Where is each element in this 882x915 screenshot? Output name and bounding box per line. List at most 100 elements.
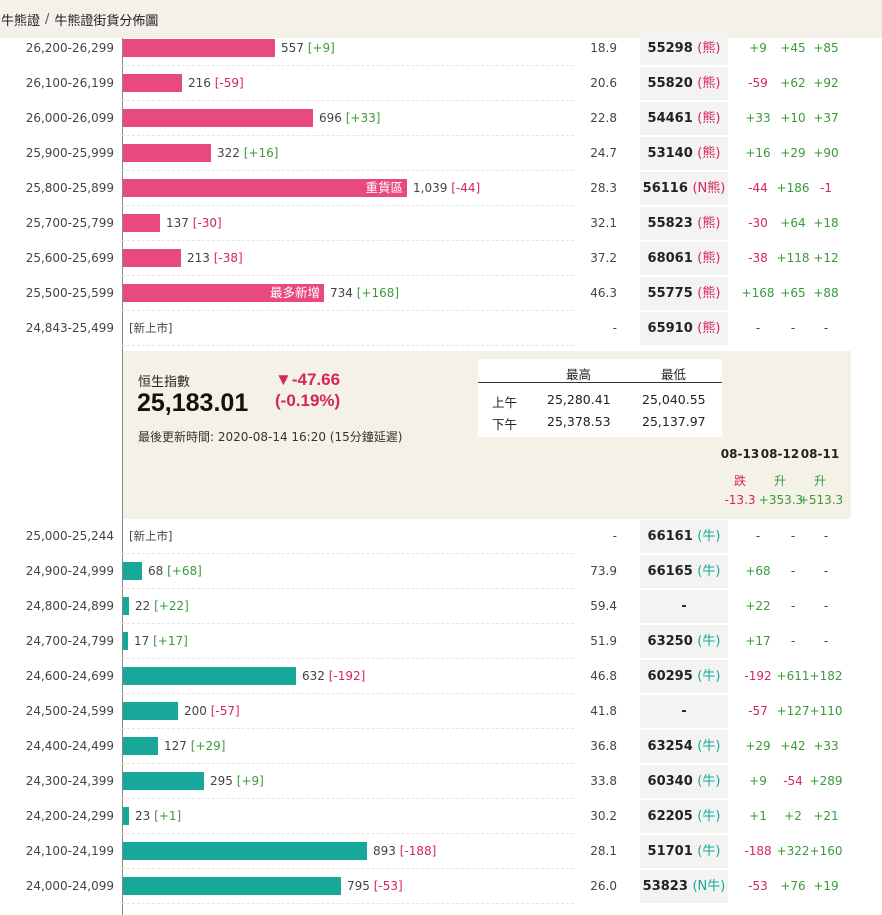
- daily-change-d2: -54: [783, 774, 803, 788]
- warrant-code[interactable]: 60340 (牛): [640, 765, 728, 798]
- index-change-pct: (-0.19%): [275, 391, 341, 410]
- quantity-bar[interactable]: [123, 877, 341, 895]
- quantity-change: [+33]: [345, 111, 381, 125]
- strike-range: 26,100-26,199: [25, 76, 114, 90]
- table-row[interactable]: 24,400-24,499 127 [+29] 36.8 63254 (牛) +29 +4…: [0, 729, 882, 764]
- warrant-code[interactable]: 63254 (牛): [640, 730, 728, 763]
- warrant-code[interactable]: 63250 (牛): [640, 625, 728, 658]
- quantity-bar[interactable]: [123, 74, 182, 92]
- daily-change-d1: -: [755, 321, 761, 335]
- breadcrumb: 牛熊證 / 牛熊證街貨分佈圖: [0, 0, 882, 38]
- daily-change-d3: +18: [813, 216, 839, 230]
- warrant-code[interactable]: -: [640, 590, 728, 623]
- quantity-bar[interactable]: [123, 214, 160, 232]
- table-row[interactable]: 26,100-26,199 216 [-59] 20.6 55820 (熊) -59 +6…: [0, 66, 882, 101]
- table-row[interactable]: 25,000-25,244 [新上市] - 66161 (牛) - - -: [0, 519, 882, 554]
- warrant-code[interactable]: 53823 (N牛): [640, 870, 728, 903]
- day-dir-3: 升: [813, 474, 826, 488]
- quantity-value: 557: [281, 41, 304, 55]
- table-row[interactable]: 24,700-24,799 17 [+17] 51.9 63250 (牛) +17 - -: [0, 624, 882, 659]
- warrant-code[interactable]: 56116 (N熊): [640, 172, 728, 205]
- table-row[interactable]: 25,700-25,799 137 [-30] 32.1 55823 (熊) -30 +6…: [0, 206, 882, 241]
- quantity-bar[interactable]: [123, 667, 296, 685]
- warrant-code[interactable]: 53140 (熊): [640, 137, 728, 170]
- table-row[interactable]: 24,100-24,199 893 [-188] 28.1 51701 (牛) -188…: [0, 834, 882, 869]
- table-row[interactable]: 24,800-24,899 22 [+22] 59.4 - +22 - -: [0, 589, 882, 624]
- table-row[interactable]: 24,200-24,299 23 [+1] 30.2 62205 (牛) +1 +2 +21: [0, 799, 882, 834]
- warrant-code[interactable]: 68061 (熊): [640, 242, 728, 275]
- strike-range: 24,700-24,799: [25, 634, 114, 648]
- quantity-bar[interactable]: [123, 109, 313, 127]
- quantity-bar[interactable]: [123, 702, 178, 720]
- quantity-bar[interactable]: [123, 842, 367, 860]
- distance-pct: 59.4: [590, 599, 617, 613]
- strike-range: 25,900-25,999: [25, 146, 114, 160]
- warrant-code[interactable]: 65910 (熊): [640, 312, 728, 345]
- quantity-change: [+22]: [154, 599, 189, 613]
- warrant-code-value: 68061: [647, 251, 693, 266]
- warrant-code[interactable]: 51701 (牛): [640, 835, 728, 868]
- row-divider: [122, 693, 574, 694]
- table-row[interactable]: 26,200-26,299 557 [+9] 18.9 55298 (熊) +9 +45 +…: [0, 31, 882, 66]
- row-divider: [122, 100, 574, 101]
- table-row[interactable]: 24,300-24,399 295 [+9] 33.8 60340 (牛) +9 -54 +…: [0, 764, 882, 799]
- quantity-bar[interactable]: [123, 772, 204, 790]
- warrant-code[interactable]: 60295 (牛): [640, 660, 728, 693]
- distance-pct: 28.1: [590, 844, 617, 858]
- quantity-bar[interactable]: [123, 597, 129, 615]
- daily-change-d2: -: [790, 321, 796, 335]
- new-listing-label: [新上市]: [129, 321, 173, 335]
- warrant-code[interactable]: 66161 (牛): [640, 520, 728, 553]
- warrant-kind: (熊): [697, 286, 721, 301]
- quantity-bar[interactable]: [123, 562, 142, 580]
- quantity-bar[interactable]: [123, 144, 211, 162]
- warrant-kind: (熊): [697, 76, 721, 91]
- quantity-label: 696 [+33]: [319, 101, 380, 136]
- table-row[interactable]: 25,900-25,999 322 [+16] 24.7 53140 (熊) +16 +2…: [0, 136, 882, 171]
- warrant-code-value: 63254: [647, 739, 693, 754]
- day-chg-2: +353.3: [758, 493, 804, 507]
- warrant-code[interactable]: 54461 (熊): [640, 102, 728, 135]
- table-row[interactable]: 24,600-24,699 632 [-192] 46.8 60295 (牛) -192…: [0, 659, 882, 694]
- strike-range: 24,200-24,299: [25, 809, 114, 823]
- table-row[interactable]: 24,843-25,499 [新上市] - 65910 (熊) - - -: [0, 311, 882, 346]
- warrant-code[interactable]: 55298 (熊): [640, 32, 728, 65]
- warrant-code[interactable]: 62205 (牛): [640, 800, 728, 833]
- quantity-value: 322: [217, 146, 240, 160]
- quantity-bar[interactable]: [123, 807, 129, 825]
- quantity-bar[interactable]: [123, 737, 158, 755]
- warrant-code[interactable]: 55775 (熊): [640, 277, 728, 310]
- quantity-bar[interactable]: [123, 632, 128, 650]
- quantity-change: [-57]: [210, 704, 240, 718]
- table-row[interactable]: 24,500-24,599 200 [-57] 41.8 - -57 +127 +110: [0, 694, 882, 729]
- quantity-bar[interactable]: 重貨區: [123, 179, 407, 197]
- daily-change-d2: +611: [776, 669, 810, 683]
- daily-change-d3: +12: [813, 251, 839, 265]
- table-row[interactable]: 24,000-24,099 795 [-53] 26.0 53823 (N牛) -53 +…: [0, 869, 882, 904]
- warrant-code-value: 51701: [647, 844, 693, 859]
- strike-range: 26,000-26,099: [25, 111, 114, 125]
- warrant-code[interactable]: 55820 (熊): [640, 67, 728, 100]
- table-row[interactable]: 24,900-24,999 68 [+68] 73.9 66165 (牛) +68 - -: [0, 554, 882, 589]
- table-row[interactable]: 25,800-25,899 重貨區 1,039 [-44] 28.3 56116 (N熊…: [0, 171, 882, 206]
- strike-range: 24,600-24,699: [25, 669, 114, 683]
- row-divider: [122, 728, 574, 729]
- quantity-bar[interactable]: 最多新增: [123, 284, 324, 302]
- warrant-code[interactable]: 55823 (熊): [640, 207, 728, 240]
- quantity-bar[interactable]: [123, 39, 275, 57]
- table-row[interactable]: 25,500-25,599 最多新增 734 [+168] 46.3 55775 (熊)…: [0, 276, 882, 311]
- daily-change-d2: +62: [780, 76, 806, 90]
- quantity-bar[interactable]: [123, 249, 181, 267]
- row-divider: [122, 763, 574, 764]
- quantity-label: 17 [+17]: [134, 624, 188, 659]
- warrant-code[interactable]: -: [640, 695, 728, 728]
- am-label: 上午: [492, 395, 518, 410]
- row-divider: [122, 310, 574, 311]
- table-row[interactable]: 25,600-25,699 213 [-38] 37.2 68061 (熊) -38 +1…: [0, 241, 882, 276]
- table-row[interactable]: 26,000-26,099 696 [+33] 22.8 54461 (熊) +33 +1…: [0, 101, 882, 136]
- daily-change-d2: +186: [776, 181, 810, 195]
- warrant-code-value: 65910: [647, 321, 693, 336]
- warrant-code[interactable]: 66165 (牛): [640, 555, 728, 588]
- row-divider: [122, 205, 574, 206]
- breadcrumb-parent-link[interactable]: 牛熊證: [1, 13, 41, 29]
